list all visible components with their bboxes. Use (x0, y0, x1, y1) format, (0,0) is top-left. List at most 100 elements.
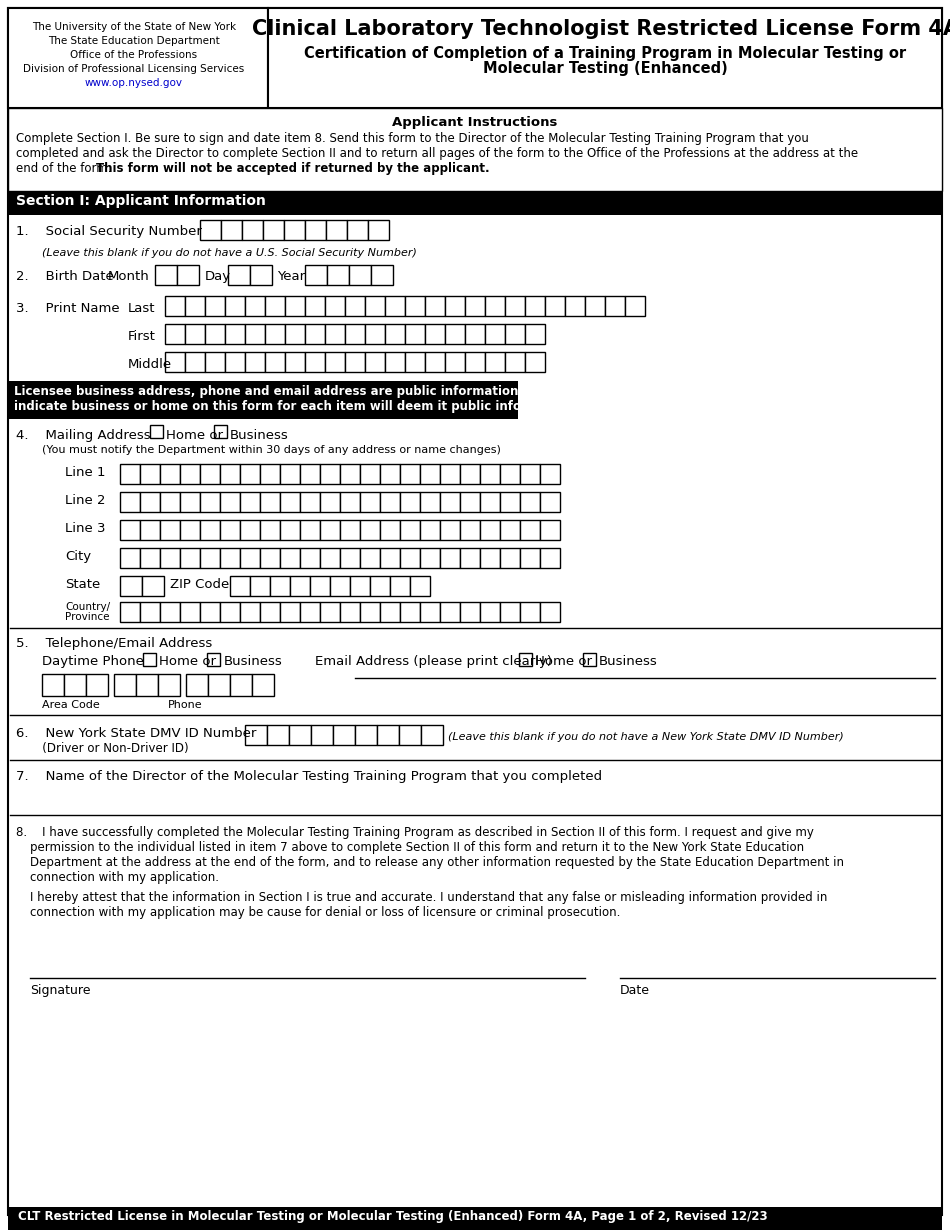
Text: Phone: Phone (168, 700, 202, 710)
Bar (305, 352, 325, 371)
Text: This form will not be accepted if returned by the applicant.: This form will not be accepted if return… (96, 162, 490, 175)
Bar (260, 464, 280, 483)
Bar (440, 464, 460, 483)
Bar (349, 264, 371, 285)
Text: Business: Business (230, 429, 289, 442)
Bar (165, 352, 185, 371)
Text: Month: Month (108, 271, 150, 283)
Bar (136, 674, 158, 696)
Bar (225, 323, 245, 344)
Bar (405, 323, 425, 344)
Bar (365, 296, 385, 316)
Bar (360, 520, 380, 540)
Bar (327, 264, 349, 285)
Bar (440, 601, 460, 622)
Bar (165, 323, 185, 344)
Bar (345, 296, 365, 316)
Text: 7.    Name of the Director of the Molecular Testing Training Program that you co: 7. Name of the Director of the Molecular… (16, 770, 602, 784)
Bar (540, 492, 560, 512)
Text: Section I: Applicant Information: Section I: Applicant Information (16, 194, 266, 208)
Bar (340, 549, 360, 568)
Text: Last: Last (128, 303, 156, 315)
Bar (300, 492, 320, 512)
Bar (380, 549, 400, 568)
Bar (240, 520, 260, 540)
Text: Licensee business address, phone and email address are public information. Failu: Licensee business address, phone and ema… (14, 385, 590, 399)
Bar (305, 264, 327, 285)
Bar (120, 601, 140, 622)
Bar (520, 464, 540, 483)
Bar (120, 464, 140, 483)
Bar (250, 264, 272, 285)
Bar (265, 296, 285, 316)
Bar (460, 549, 480, 568)
Bar (270, 576, 290, 597)
Bar (289, 724, 311, 745)
Bar (200, 220, 221, 240)
Bar (208, 674, 230, 696)
Bar (445, 323, 465, 344)
Bar (380, 464, 400, 483)
Bar (500, 464, 520, 483)
Bar (583, 653, 596, 665)
Bar (360, 601, 380, 622)
Bar (305, 220, 326, 240)
Text: (Leave this blank if you do not have a New York State DMV ID Number): (Leave this blank if you do not have a N… (448, 732, 844, 742)
Bar (245, 296, 265, 316)
Bar (345, 352, 365, 371)
Bar (300, 549, 320, 568)
Bar (140, 520, 160, 540)
Text: www.op.nysed.gov: www.op.nysed.gov (85, 77, 183, 89)
Bar (400, 520, 420, 540)
Bar (399, 724, 421, 745)
Bar (8, 191, 942, 215)
Bar (114, 674, 136, 696)
Text: end of the form.: end of the form. (16, 162, 115, 175)
Text: Home or: Home or (535, 656, 592, 668)
Bar (505, 323, 525, 344)
Bar (214, 426, 227, 438)
Bar (505, 352, 525, 371)
Bar (400, 601, 420, 622)
Bar (440, 549, 460, 568)
Bar (120, 520, 140, 540)
Bar (320, 520, 340, 540)
Bar (225, 352, 245, 371)
Text: 2.    Birth Date: 2. Birth Date (16, 271, 114, 283)
Bar (440, 492, 460, 512)
Text: Date: Date (620, 984, 650, 998)
Text: Division of Professional Licensing Services: Division of Professional Licensing Servi… (24, 64, 245, 74)
Bar (505, 296, 525, 316)
Bar (240, 549, 260, 568)
Bar (86, 674, 108, 696)
Bar (267, 724, 289, 745)
Bar (220, 601, 240, 622)
Bar (260, 549, 280, 568)
Bar (165, 296, 185, 316)
Bar (263, 220, 284, 240)
Bar (345, 323, 365, 344)
Bar (140, 549, 160, 568)
Bar (185, 296, 205, 316)
Text: Country/: Country/ (65, 601, 110, 613)
Text: City: City (65, 550, 91, 563)
Text: Email Address (please print clearly): Email Address (please print clearly) (315, 656, 552, 668)
Bar (425, 296, 445, 316)
Bar (150, 426, 163, 438)
Bar (385, 352, 405, 371)
Text: Middle: Middle (128, 358, 172, 371)
Text: Department at the address at the end of the form, and to release any other infor: Department at the address at the end of … (30, 856, 844, 870)
Bar (245, 724, 267, 745)
Bar (280, 549, 300, 568)
Bar (500, 601, 520, 622)
Bar (160, 492, 180, 512)
Bar (330, 576, 350, 597)
Bar (8, 381, 518, 419)
Bar (340, 492, 360, 512)
Text: 3.    Print Name: 3. Print Name (16, 303, 120, 315)
Bar (420, 464, 440, 483)
Text: Complete Section I. Be sure to sign and date item 8. Send this form to the Direc: Complete Section I. Be sure to sign and … (16, 132, 808, 145)
Bar (400, 492, 420, 512)
Text: permission to the individual listed in item 7 above to complete Section II of th: permission to the individual listed in i… (30, 841, 804, 854)
Bar (300, 520, 320, 540)
